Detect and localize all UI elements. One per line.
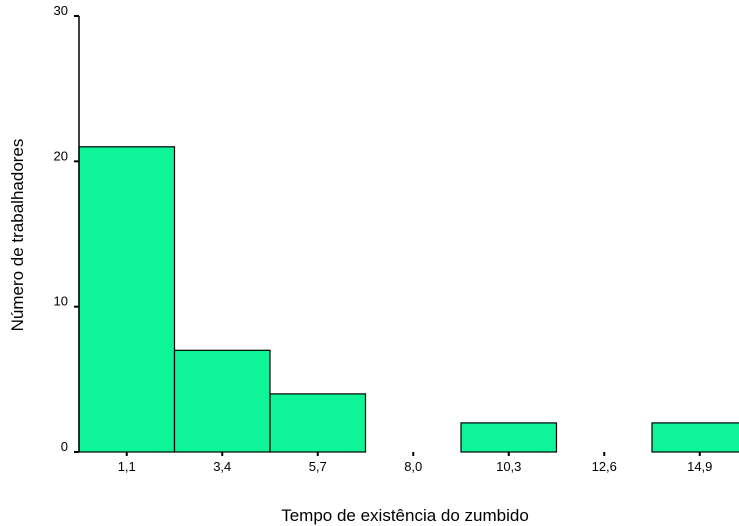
bar-2 bbox=[269, 393, 367, 453]
y-tick-label-0: 0 bbox=[61, 439, 68, 454]
bars-layer bbox=[78, 146, 739, 453]
y-axis-title: Número de trabalhadores bbox=[8, 139, 27, 332]
y-ticks: 0 10 20 30 bbox=[54, 3, 79, 454]
x-tick-label-2: 5,7 bbox=[309, 459, 327, 474]
x-tick-label-3: 8,0 bbox=[404, 459, 422, 474]
y-tick-label-3: 30 bbox=[54, 3, 68, 18]
x-axis-title: Tempo de existência do zumbido bbox=[281, 506, 529, 525]
bar-6 bbox=[651, 422, 739, 453]
x-tick-label-4: 10,3 bbox=[496, 459, 521, 474]
bar-1 bbox=[173, 349, 271, 453]
y-tick-label-1: 10 bbox=[54, 294, 68, 309]
bar-4 bbox=[460, 422, 558, 453]
y-tick-label-2: 20 bbox=[54, 148, 68, 163]
x-tick-label-6: 14,9 bbox=[687, 459, 712, 474]
bar-0 bbox=[78, 146, 176, 453]
x-tick-label-5: 12,6 bbox=[592, 459, 617, 474]
x-ticks: 1,1 3,4 5,7 8,0 10,3 12,6 14,9 bbox=[118, 452, 712, 474]
x-tick-label-1: 3,4 bbox=[213, 459, 231, 474]
x-tick-label-0: 1,1 bbox=[118, 459, 136, 474]
